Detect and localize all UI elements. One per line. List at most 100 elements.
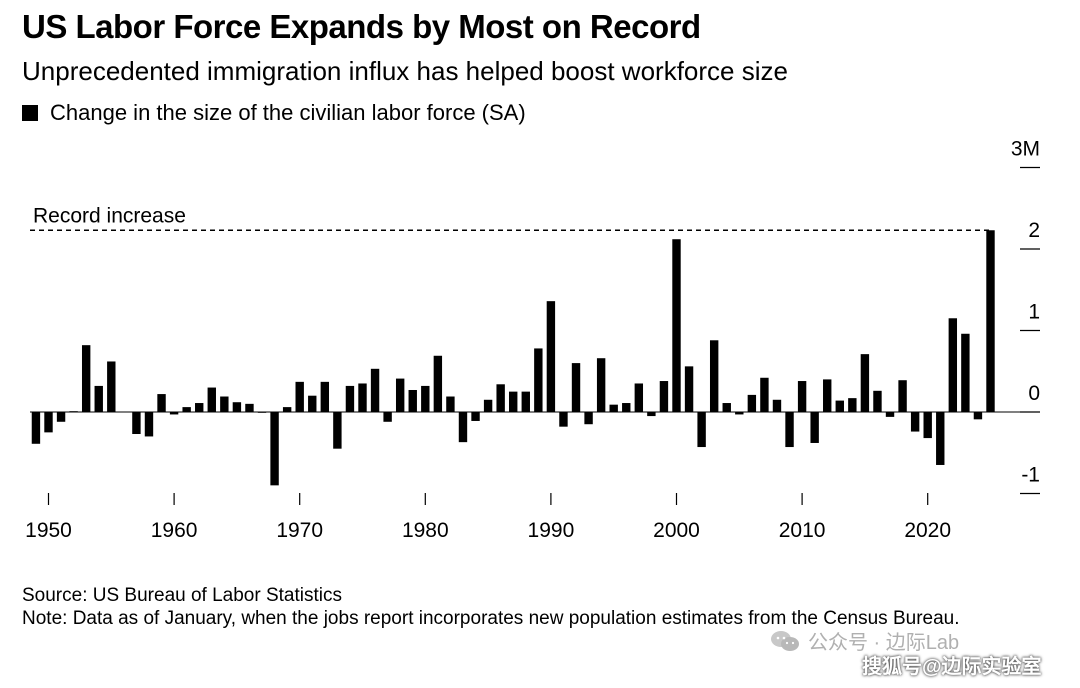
bar [270, 412, 279, 486]
bar [672, 239, 681, 412]
bar [220, 396, 229, 412]
bar [835, 400, 844, 412]
bar [722, 403, 731, 412]
bar [735, 412, 744, 415]
x-tick-label: 2010 [779, 519, 826, 542]
bar [31, 412, 41, 444]
bar [358, 383, 367, 412]
bar [885, 412, 895, 417]
bar [94, 385, 103, 412]
note-line: Note: Data as of January, when the jobs … [22, 608, 960, 629]
bar [44, 412, 53, 433]
bar [622, 403, 631, 412]
bar [810, 412, 819, 443]
x-tick-label: 1960 [151, 519, 198, 542]
x-tick-label: 1970 [276, 519, 323, 542]
bar [509, 391, 518, 412]
bar [458, 412, 468, 443]
bar [370, 368, 380, 412]
bar [471, 412, 480, 421]
bar [948, 318, 958, 412]
bar [282, 407, 292, 412]
bar [195, 403, 204, 412]
x-tick-label: 2020 [904, 519, 951, 542]
bar [584, 412, 593, 425]
bar [634, 383, 644, 412]
y-tick-label: -1 [1021, 464, 1040, 487]
bar [647, 412, 656, 417]
bar [69, 411, 78, 412]
bar [308, 395, 317, 412]
x-tick-label: 1950 [25, 519, 72, 542]
source-line: Source: US Bureau of Labor Statistics [22, 585, 342, 606]
bar [684, 366, 694, 412]
watermark-text: 公众号 · 边际Lab [808, 632, 960, 654]
bar [659, 381, 669, 412]
record-bar [986, 230, 995, 412]
bar [446, 396, 455, 412]
chart-subtitle: Unprecedented immigration influx has hel… [22, 56, 788, 86]
bar [144, 412, 154, 437]
bar [408, 389, 417, 412]
bar [383, 412, 392, 422]
legend-swatch [22, 105, 38, 121]
bar [709, 340, 719, 412]
bar [873, 390, 882, 412]
y-tick-label: 3M [1011, 138, 1040, 161]
bar [747, 394, 757, 412]
chart-legend: Change in the size of the civilian labor… [22, 100, 526, 126]
bar [132, 412, 141, 435]
bar [421, 385, 430, 412]
bar [119, 412, 129, 413]
bar [797, 381, 807, 412]
wechat-icon [771, 630, 799, 651]
bar [169, 412, 179, 415]
x-tick-label: 1980 [402, 519, 449, 542]
bar [207, 387, 216, 412]
bar [157, 394, 166, 412]
bar [559, 412, 568, 427]
bar [860, 354, 870, 412]
bar [697, 412, 706, 448]
y-tick-label: 1 [1028, 301, 1040, 324]
bar [973, 412, 983, 420]
x-tick-label: 2000 [653, 519, 700, 542]
chart-title: US Labor Force Expands by Most on Record [22, 8, 701, 45]
bar [785, 412, 794, 448]
bar [232, 402, 242, 412]
watermark-sohu: 搜狐号@边际实验室 [862, 656, 1042, 678]
bar [823, 379, 832, 412]
bar [910, 412, 920, 432]
bar [483, 399, 493, 412]
legend-label: Change in the size of the civilian labor… [50, 100, 526, 125]
x-tick-label: 1990 [528, 519, 575, 542]
bar [333, 412, 342, 449]
bar [257, 412, 267, 413]
bar [936, 412, 945, 465]
bar [898, 380, 907, 412]
record-annotation: Record increase [33, 204, 186, 227]
bar [107, 361, 116, 412]
bar [295, 381, 304, 412]
y-tick-label: 0 [1028, 382, 1040, 405]
bar [546, 301, 556, 412]
bar [345, 385, 355, 412]
bar [395, 378, 405, 412]
source-notes: Source: US Bureau of Labor Statistics No… [22, 584, 1052, 630]
bar [609, 404, 618, 412]
bar [772, 399, 782, 412]
bar [596, 358, 606, 412]
bar [961, 333, 970, 412]
bar [848, 398, 857, 412]
bar [56, 412, 66, 422]
bar-chart: Record increase -1 0 1 2 3M 1950 1960 1970 1980 19… [25, 138, 1040, 542]
bar [923, 412, 932, 439]
bar [496, 384, 505, 412]
bar [534, 348, 543, 412]
bar [320, 381, 330, 412]
bar [81, 345, 91, 412]
bar [433, 355, 443, 412]
bar [245, 403, 254, 412]
watermark-wechat: 公众号 · 边际Lab [770, 626, 959, 655]
bar [760, 377, 769, 412]
